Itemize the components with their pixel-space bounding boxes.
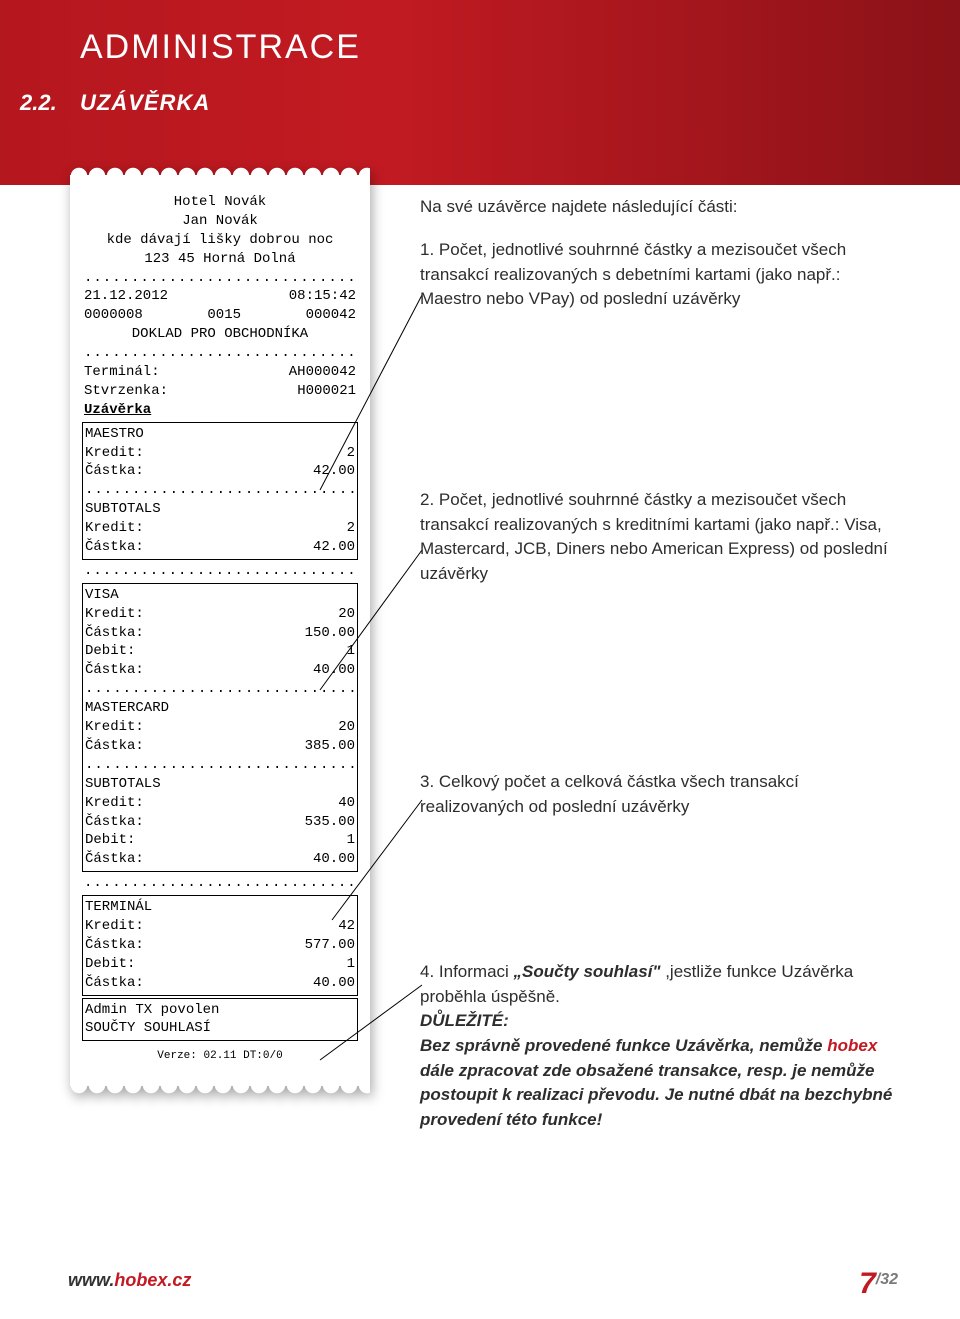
value: 20 xyxy=(338,718,355,737)
doc-label: DOKLAD PRO OBCHODNÍKA xyxy=(84,325,356,344)
p4a: 4. Informaci xyxy=(420,962,514,981)
label: Částka: xyxy=(85,624,144,643)
code1: 0000008 xyxy=(84,306,143,325)
divider: ............................. xyxy=(85,756,355,775)
value: 40 xyxy=(338,794,355,813)
tagline: kde dávají lišky dobrou noc xyxy=(84,231,356,250)
divider: ............................. xyxy=(85,680,355,699)
box2-title2: MASTERCARD xyxy=(85,699,355,718)
version: Verze: 02.11 DT:0/0 xyxy=(84,1049,356,1064)
terminal-label: Terminál: xyxy=(84,363,160,382)
value: 40.00 xyxy=(313,974,355,993)
footer-url: www.hobex.cz xyxy=(68,1270,191,1291)
value: 1 xyxy=(347,642,355,661)
stvrzenka-value: H000021 xyxy=(297,382,356,401)
terminal-value: AH000042 xyxy=(289,363,356,382)
code2: 0015 xyxy=(207,306,241,325)
value: 577.00 xyxy=(305,936,355,955)
label: Debit: xyxy=(85,955,135,974)
value: 20 xyxy=(338,605,355,624)
receipt-box-maestro: MAESTRO Kredit: 2 Částka: 42.00 ..........… xyxy=(82,422,358,560)
page-number: 7 xyxy=(859,1267,876,1300)
receipt-box-terminal: TERMINÁL Kredit: 42 Částka: 577.00 Debit: 1… xyxy=(82,895,358,995)
explanation-2: 2. Počet, jednotlivé souhrnné částky a m… xyxy=(420,488,900,587)
intro-text: Na své uzávěrce najdete následující část… xyxy=(420,195,900,220)
divider: ............................. xyxy=(84,874,356,893)
box1-title: MAESTRO xyxy=(85,425,355,444)
stvrzenka-row: Stvrzenka: H000021 xyxy=(84,382,356,401)
label: Debit: xyxy=(85,642,135,661)
label: Částka: xyxy=(85,850,144,869)
value: 40.00 xyxy=(313,661,355,680)
receipt-box-admin: Admin TX povolen SOUČTY SOUHLASÍ xyxy=(82,998,358,1042)
important-text-1: Bez správně provedené funkce Uzávěrka, n… xyxy=(420,1036,827,1055)
divider: ............................. xyxy=(84,269,356,288)
label: Částka: xyxy=(85,974,144,993)
receipt-wrapper: Hotel Novák Jan Novák kde dávají lišky d… xyxy=(70,175,370,1086)
label: Částka: xyxy=(85,936,144,955)
value: 535.00 xyxy=(305,813,355,832)
box3-title: TERMINÁL xyxy=(85,898,355,917)
terminal-row: Terminál: AH000042 xyxy=(84,363,356,382)
value: 42.00 xyxy=(313,538,355,557)
divider: ............................. xyxy=(85,481,355,500)
label: Kredit: xyxy=(85,444,144,463)
footer-domain: hobex.cz xyxy=(114,1270,191,1290)
value: 42 xyxy=(338,917,355,936)
value: 42.00 xyxy=(313,462,355,481)
section-title: UZÁVĚRKA xyxy=(80,90,210,116)
important-text-2: dále zpracovat zde obsažené transakce, r… xyxy=(420,1061,892,1129)
value: 385.00 xyxy=(305,737,355,756)
box2-sub: SUBTOTALS xyxy=(85,775,355,794)
label: Kredit: xyxy=(85,718,144,737)
p4-quote: „Součty souhlasí" xyxy=(514,962,661,981)
value: 150.00 xyxy=(305,624,355,643)
divider: ............................. xyxy=(84,344,356,363)
box2-title: VISA xyxy=(85,586,355,605)
time: 08:15:42 xyxy=(289,287,356,306)
footer-page: 7/32 xyxy=(859,1267,898,1301)
datetime-row: 21.12.2012 08:15:42 xyxy=(84,287,356,306)
address: 123 45 Horná Dolná xyxy=(84,250,356,269)
label: Kredit: xyxy=(85,917,144,936)
explanation-1: 1. Počet, jednotlivé souhrnné částky a m… xyxy=(420,238,900,312)
hobex-brand: hobex xyxy=(827,1036,877,1055)
person-name: Jan Novák xyxy=(84,212,356,231)
uzaverka-heading: Uzávěrka xyxy=(84,401,356,420)
value: 1 xyxy=(347,955,355,974)
merchant-name: Hotel Novák xyxy=(84,193,356,212)
admin-line2: SOUČTY SOUHLASÍ xyxy=(85,1019,355,1038)
label: Kredit: xyxy=(85,605,144,624)
explanation-4: 4. Informaci „Součty souhlasí" ,jestliže… xyxy=(420,960,900,1132)
codes-row: 0000008 0015 000042 xyxy=(84,306,356,325)
value: 40.00 xyxy=(313,850,355,869)
label: Částka: xyxy=(85,538,144,557)
stvrzenka-label: Stvrzenka: xyxy=(84,382,168,401)
receipt-box-visa: VISA Kredit: 20 Částka: 150.00 Debit: 1 Čás… xyxy=(82,583,358,872)
header-banner: ADMINISTRACE 2.2. UZÁVĚRKA xyxy=(0,0,960,185)
label: Částka: xyxy=(85,462,144,481)
important-label: DŮLEŽITÉ: xyxy=(420,1011,509,1030)
code3: 000042 xyxy=(306,306,356,325)
label: Částka: xyxy=(85,661,144,680)
label: Kredit: xyxy=(85,519,144,538)
date: 21.12.2012 xyxy=(84,287,168,306)
box1-sub: SUBTOTALS xyxy=(85,500,355,519)
page-total: /32 xyxy=(876,1271,898,1288)
label: Částka: xyxy=(85,813,144,832)
label: Kredit: xyxy=(85,794,144,813)
label: Částka: xyxy=(85,737,144,756)
footer-www: www. xyxy=(68,1270,114,1290)
receipt: Hotel Novák Jan Novák kde dávají lišky d… xyxy=(70,175,370,1086)
explanation-3: 3. Celkový počet a celková částka všech … xyxy=(420,770,900,819)
value: 2 xyxy=(347,444,355,463)
value: 1 xyxy=(347,831,355,850)
section-number: 2.2. xyxy=(20,90,57,116)
divider: ............................. xyxy=(84,562,356,581)
page-title: ADMINISTRACE xyxy=(80,28,361,67)
admin-line1: Admin TX povolen xyxy=(85,1001,355,1020)
value: 2 xyxy=(347,519,355,538)
label: Debit: xyxy=(85,831,135,850)
